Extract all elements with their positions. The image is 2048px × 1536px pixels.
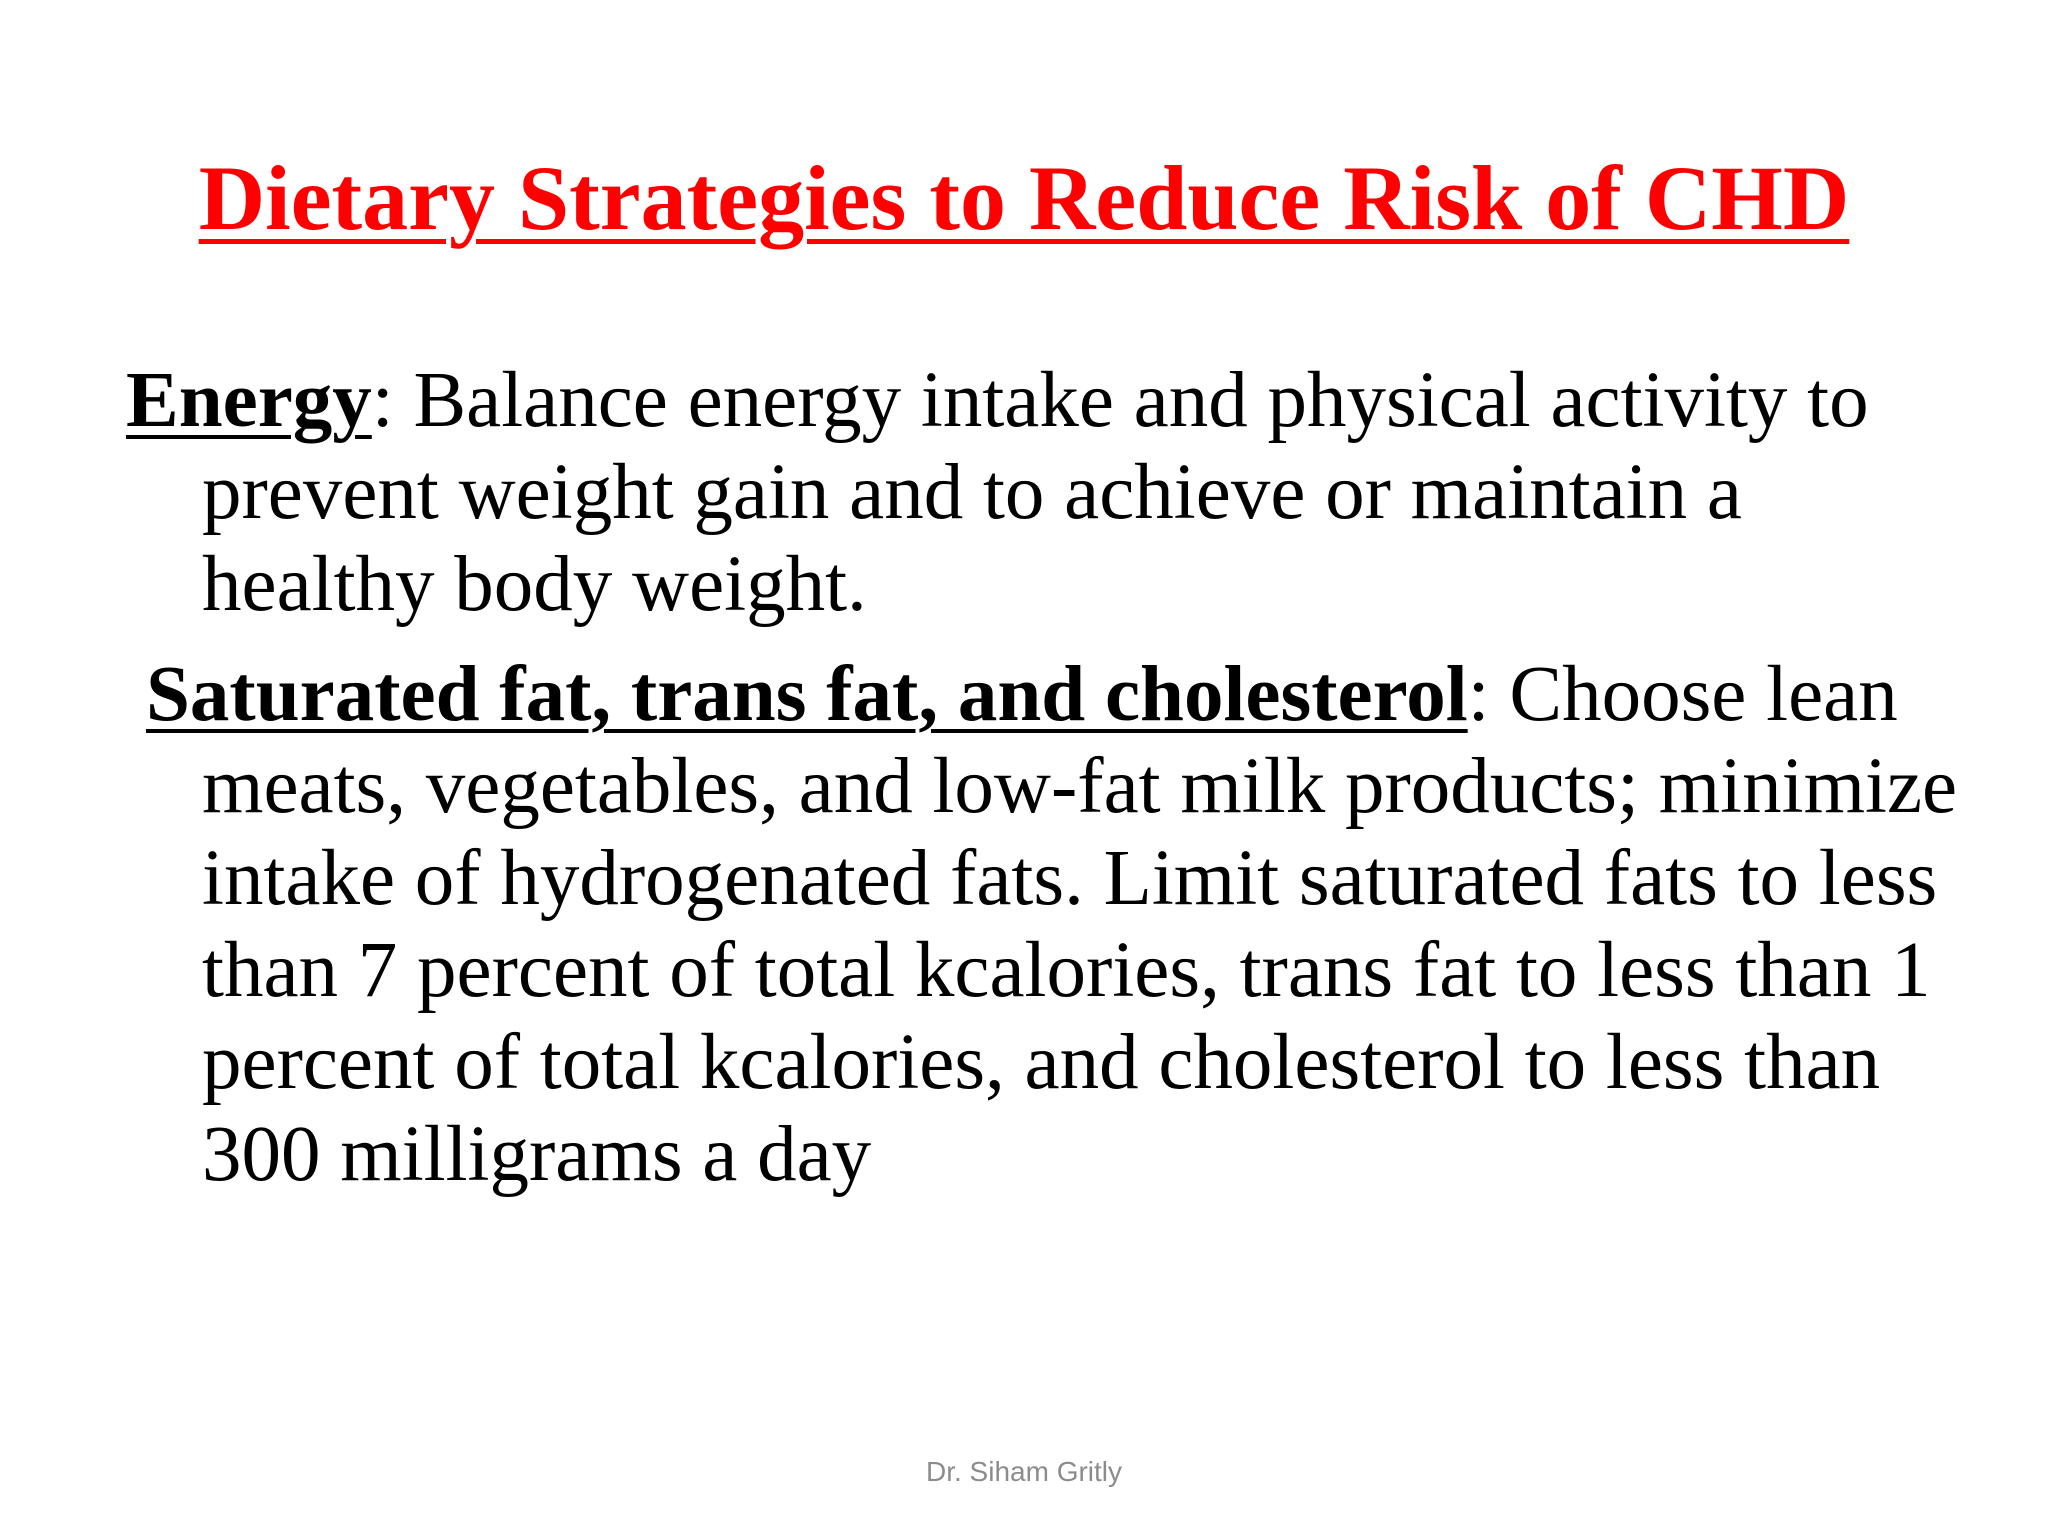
list-item-fats: Saturated fat, trans fat, and cholestero… bbox=[126, 649, 1986, 1201]
term-fats: Saturated fat, trans fat, and cholestero… bbox=[146, 651, 1468, 738]
term-energy: Energy bbox=[126, 357, 372, 444]
list-item-energy: Energy: Balance energy intake and physic… bbox=[126, 355, 1986, 631]
slide-footer: Dr. Siham Gritly bbox=[925, 1456, 1123, 1487]
slide-content: Energy: Balance energy intake and physic… bbox=[126, 355, 1986, 1201]
description-fats: : Choose lean meats, vegetables, and low… bbox=[202, 651, 1958, 1198]
description-energy: : Balance energy intake and physical act… bbox=[202, 357, 1869, 628]
slide-title: Dietary Strategies to Reduce Risk of CHD bbox=[198, 147, 1850, 249]
